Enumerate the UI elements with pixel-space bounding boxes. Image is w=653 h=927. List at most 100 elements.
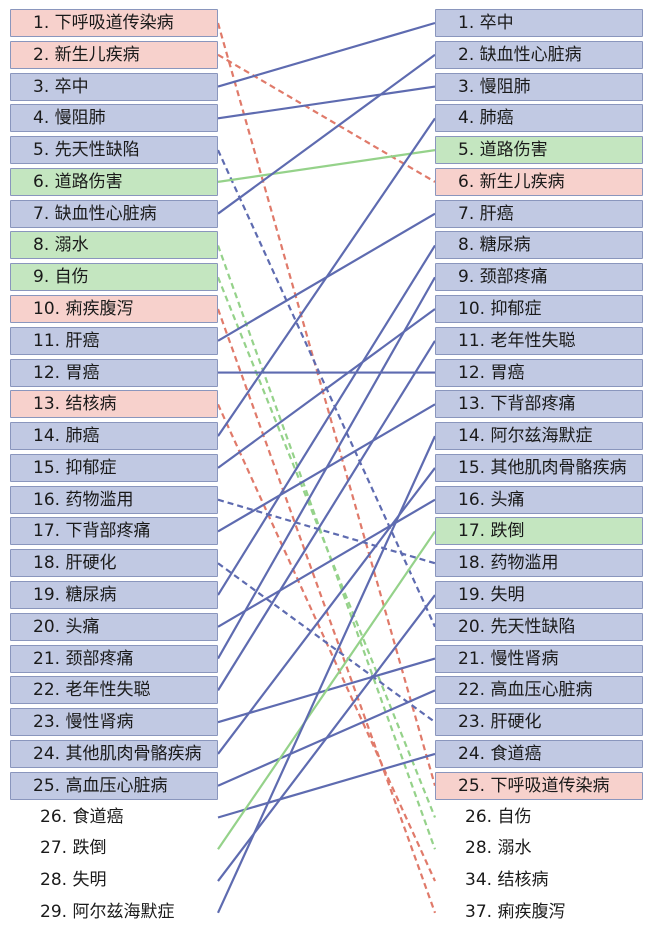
left-rank-label: 2. 新生儿疾病 xyxy=(33,44,140,65)
right-rank-item: 12. 胃癌 xyxy=(435,358,643,387)
right-rank-label: 1. 卒中 xyxy=(458,13,514,33)
right-rank-label: 28. 溺水 xyxy=(465,838,532,859)
left-rank-item: 15. 抑郁症 xyxy=(10,453,218,482)
left-rank-label: 25. 高血压心脏病 xyxy=(33,775,168,796)
right-rank-item: 17. 跌倒 xyxy=(435,517,643,546)
right-rank-label: 23. 肝硬化 xyxy=(458,712,542,733)
right-rank-item: 22. 高血压心脏病 xyxy=(435,676,643,705)
right-rank-label: 24. 食道癌 xyxy=(458,743,542,764)
left-rank-label: 28. 失明 xyxy=(40,870,107,891)
rank-connector-line xyxy=(217,276,436,660)
left-rank-label: 10. 痢疾腹泻 xyxy=(33,299,134,320)
right-rank-label: 17. 跌倒 xyxy=(458,521,525,542)
left-rank-item: 6. 道路伤害 xyxy=(10,167,218,196)
left-rank-item: 1. 下呼吸道传染病 xyxy=(10,9,218,37)
rank-connector-line xyxy=(217,308,436,469)
right-rank-label: 8. 糖尿病 xyxy=(458,235,531,256)
left-rank-item: 23. 慢性肾病 xyxy=(10,708,218,737)
rank-connector-line xyxy=(217,53,436,215)
left-rank-item: 24. 其他肌肉骨骼疾病 xyxy=(10,739,218,768)
right-rank-item: 13. 下背部疼痛 xyxy=(435,390,643,419)
left-rank-item: 27. 跌倒 xyxy=(10,835,218,863)
rank-connector-line xyxy=(217,498,436,565)
rank-connector-line xyxy=(217,21,436,88)
right-rank-item: 24. 食道癌 xyxy=(435,739,643,768)
right-rank-label: 15. 其他肌肉骨骼疾病 xyxy=(458,457,627,478)
right-rank-label: 4. 肺癌 xyxy=(458,108,514,129)
rank-connector-line xyxy=(217,149,436,183)
right-rank-label: 26. 自伤 xyxy=(465,806,532,827)
left-rank-label: 18. 肝硬化 xyxy=(33,553,117,574)
right-rank-label: 12. 胃癌 xyxy=(458,362,525,383)
right-rank-label: 9. 颈部疼痛 xyxy=(458,267,548,288)
left-rank-item: 29. 阿尔兹海默症 xyxy=(10,899,218,927)
left-rank-label: 9. 自伤 xyxy=(33,267,89,288)
left-rank-label: 5. 先天性缺陷 xyxy=(33,140,140,161)
right-rank-label: 20. 先天性缺陷 xyxy=(458,616,576,637)
right-rank-item: 25. 下呼吸道传染病 xyxy=(435,771,643,800)
left-rank-label: 21. 颈部疼痛 xyxy=(33,648,134,669)
left-rank-item: 16. 药物滥用 xyxy=(10,485,218,514)
right-rank-item: 26. 自伤 xyxy=(435,804,643,832)
left-rank-item: 2. 新生儿疾病 xyxy=(10,40,218,69)
right-rank-label: 14. 阿尔兹海默症 xyxy=(458,426,593,447)
rank-connector-line xyxy=(217,244,436,596)
left-rank-label: 17. 下背部疼痛 xyxy=(33,521,151,542)
right-rank-item: 11. 老年性失聪 xyxy=(435,326,643,355)
left-rank-item: 19. 糖尿病 xyxy=(10,581,218,610)
rank-connector-line xyxy=(217,498,436,628)
left-rank-item: 26. 食道癌 xyxy=(10,804,218,832)
right-rank-item: 37. 痢疾腹泻 xyxy=(435,899,643,927)
left-rank-item: 4. 慢阻肺 xyxy=(10,104,218,133)
left-rank-label: 23. 慢性肾病 xyxy=(33,712,134,733)
rank-connector-line xyxy=(217,752,436,819)
left-rank-item: 12. 胃癌 xyxy=(10,358,218,387)
left-rank-label: 1. 下呼吸道传染病 xyxy=(33,13,174,33)
rank-connector-line xyxy=(216,276,437,818)
left-rank-item: 21. 颈部疼痛 xyxy=(10,644,218,673)
rank-connector-line xyxy=(217,467,436,755)
right-rank-item: 9. 颈部疼痛 xyxy=(435,263,643,292)
right-rank-item: 34. 结核病 xyxy=(435,867,643,895)
right-rank-item: 1. 卒中 xyxy=(435,9,643,37)
left-rank-item: 8. 溺水 xyxy=(10,231,218,260)
right-rank-label: 6. 新生儿疾病 xyxy=(458,171,565,192)
left-rank-item: 11. 肝癌 xyxy=(10,326,218,355)
right-rank-item: 16. 头痛 xyxy=(435,485,643,514)
left-rank-item: 18. 肝硬化 xyxy=(10,549,218,578)
left-rank-label: 27. 跌倒 xyxy=(40,838,107,859)
right-rank-label: 3. 慢阻肺 xyxy=(458,76,531,97)
right-rank-label: 7. 肝癌 xyxy=(458,203,514,224)
left-rank-label: 26. 食道癌 xyxy=(40,806,124,827)
rank-connector-line xyxy=(217,340,436,691)
left-rank-label: 12. 胃癌 xyxy=(33,362,100,383)
right-rank-label: 37. 痢疾腹泻 xyxy=(465,901,566,922)
right-rank-item: 20. 先天性缺陷 xyxy=(435,612,643,641)
rank-connector-line xyxy=(217,85,436,120)
rank-connector-line xyxy=(216,435,437,914)
left-rank-label: 24. 其他肌肉骨骼疾病 xyxy=(33,743,202,764)
rank-connector-line xyxy=(217,562,436,724)
right-rank-item: 6. 新生儿疾病 xyxy=(435,167,643,196)
right-rank-item: 5. 道路伤害 xyxy=(435,136,643,165)
left-rank-item: 28. 失明 xyxy=(10,867,218,895)
left-rank-label: 11. 肝癌 xyxy=(33,330,100,351)
left-rank-item: 22. 老年性失聪 xyxy=(10,676,218,705)
left-rank-item: 13. 结核病 xyxy=(10,390,218,419)
right-rank-item: 3. 慢阻肺 xyxy=(435,72,643,101)
left-rank-label: 7. 缺血性心脏病 xyxy=(33,203,157,224)
left-rank-item: 17. 下背部疼痛 xyxy=(10,517,218,546)
left-rank-label: 20. 头痛 xyxy=(33,616,100,637)
right-rank-item: 7. 肝癌 xyxy=(435,199,643,228)
left-rank-label: 13. 结核病 xyxy=(33,394,117,415)
rank-connector-line xyxy=(217,117,436,437)
right-rank-label: 10. 抑郁症 xyxy=(458,299,542,320)
rank-connector-line xyxy=(217,53,436,183)
right-rank-label: 25. 下呼吸道传染病 xyxy=(458,775,610,796)
right-rank-item: 18. 药物滥用 xyxy=(435,549,643,578)
left-rank-label: 3. 卒中 xyxy=(33,76,89,97)
right-rank-label: 5. 道路伤害 xyxy=(458,140,548,161)
right-rank-label: 13. 下背部疼痛 xyxy=(458,394,576,415)
right-rank-item: 14. 阿尔兹海默症 xyxy=(435,422,643,451)
